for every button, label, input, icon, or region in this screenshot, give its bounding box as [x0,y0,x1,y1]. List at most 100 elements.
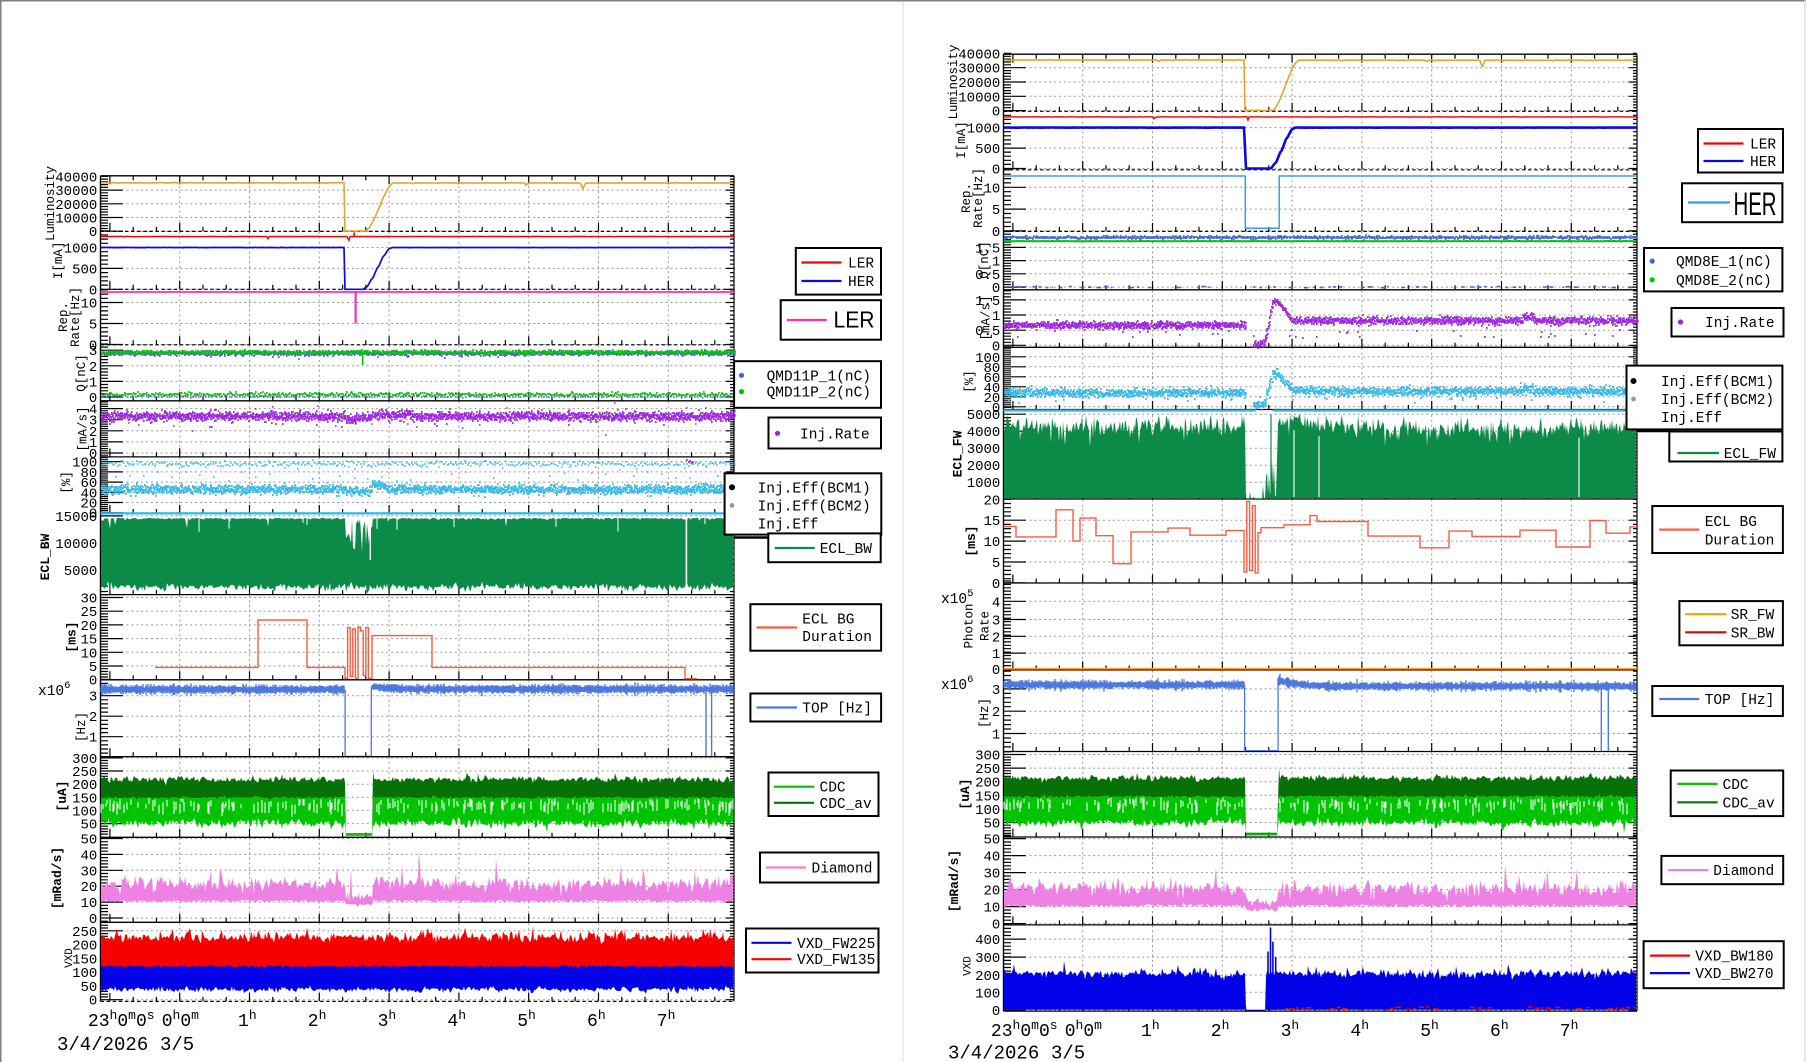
svg-text:1: 1 [89,375,97,391]
svg-text:1: 1 [89,436,97,452]
svg-text:200: 200 [72,778,97,794]
svg-text:HER: HER [848,275,874,291]
svg-text:3: 3 [992,683,1000,699]
svg-text:50: 50 [80,833,97,849]
svg-text:SR_FW: SR_FW [1731,608,1775,624]
svg-text:I[mA]: I[mA] [52,242,66,280]
svg-text:[%]: [%] [963,370,977,393]
svg-text:40: 40 [983,381,1000,397]
svg-text:1.5: 1.5 [975,294,1000,310]
svg-text:1000: 1000 [967,476,1001,492]
svg-text:25: 25 [80,605,97,621]
svg-text:[mA/s]: [mA/s] [77,406,91,451]
svg-text:0: 0 [89,447,97,463]
svg-text:20: 20 [983,493,1000,509]
svg-text:0: 0 [89,391,97,407]
svg-text:QMD8E_2(nC): QMD8E_2(nC) [1676,274,1772,290]
svg-text:500: 500 [72,262,97,278]
svg-text:3000: 3000 [967,442,1001,458]
svg-text:100: 100 [72,804,97,820]
svg-text:1: 1 [992,255,1000,271]
svg-text:Diamond: Diamond [812,862,873,878]
svg-text:3: 3 [992,614,1000,630]
svg-text:CDC_av: CDC_av [820,797,873,813]
svg-text:Inj.Eff(BCM2): Inj.Eff(BCM2) [758,499,871,515]
svg-text:60: 60 [983,371,1000,387]
svg-text:15: 15 [983,514,1000,530]
svg-text:40: 40 [80,848,97,864]
svg-text:40: 40 [80,486,97,502]
svg-text:1000: 1000 [64,242,98,258]
svg-text:0: 0 [89,674,97,690]
svg-text:ECL_BW: ECL_BW [38,533,53,580]
svg-text:QMD11P_2(nC): QMD11P_2(nC) [767,386,871,402]
svg-text:1: 1 [992,647,1000,663]
svg-text:0.5: 0.5 [975,268,1000,284]
svg-text:Rate[Hz]: Rate[Hz] [972,168,986,228]
svg-text:Q[nC]: Q[nC] [75,354,89,392]
svg-text:200: 200 [72,939,97,955]
svg-text:0: 0 [89,912,97,928]
svg-text:x106: x106 [941,674,973,694]
svg-text:CDC: CDC [1723,778,1749,794]
svg-text:2: 2 [89,360,97,376]
svg-text:30000: 30000 [55,184,97,200]
svg-text:10000: 10000 [55,212,97,228]
svg-text:3/5: 3/5 [160,1034,194,1056]
svg-text:3: 3 [89,344,97,360]
svg-text:40000: 40000 [55,170,97,186]
svg-text:0: 0 [992,339,1000,355]
svg-text:Duration: Duration [802,630,872,646]
svg-text:0: 0 [992,225,1000,241]
svg-text:4: 4 [89,403,97,419]
svg-text:Rep.: Rep. [960,183,974,213]
svg-text:20: 20 [80,880,97,896]
svg-text:100: 100 [975,803,1000,819]
svg-text:0: 0 [89,994,97,1010]
svg-text:[Hz]: [Hz] [978,698,992,728]
svg-text:2: 2 [992,630,1000,646]
svg-text:10000: 10000 [55,537,97,553]
svg-text:10: 10 [80,297,97,313]
svg-text:Inj.Eff: Inj.Eff [758,518,819,534]
svg-text:5: 5 [89,660,97,676]
svg-text:30: 30 [983,867,1000,883]
svg-text:3/4/2026: 3/4/2026 [948,1043,1039,1062]
svg-text:Diamond: Diamond [1713,864,1774,880]
svg-text:QMD8E_1(nC): QMD8E_1(nC) [1676,255,1772,271]
svg-text:150: 150 [72,791,97,807]
svg-text:I[mA]: I[mA] [955,121,969,159]
svg-text:1000: 1000 [967,122,1001,138]
svg-text:0.5: 0.5 [975,324,1000,340]
svg-text:200: 200 [975,969,1000,985]
svg-text:3/5: 3/5 [1051,1043,1085,1062]
svg-text:60: 60 [80,476,97,492]
svg-text:Rep.: Rep. [57,302,71,332]
svg-text:QMD11P_1(nC): QMD11P_1(nC) [767,369,871,385]
svg-text:VXD_BW180: VXD_BW180 [1695,950,1773,966]
svg-text:0: 0 [992,577,1000,593]
svg-text:2: 2 [89,710,97,726]
svg-text:30: 30 [80,592,97,608]
svg-text:300: 300 [975,749,1000,765]
svg-text:250: 250 [72,765,97,781]
svg-text:150: 150 [975,789,1000,805]
svg-text:CDC: CDC [820,781,846,797]
svg-text:100: 100 [975,986,1000,1002]
svg-text:[ms]: [ms] [964,525,979,556]
svg-text:Rate[Hz]: Rate[Hz] [69,287,83,347]
svg-text:20000: 20000 [958,76,1000,92]
svg-text:[ms]: [ms] [65,621,80,652]
svg-text:CDC_av: CDC_av [1723,796,1776,812]
svg-text:20: 20 [983,391,1000,407]
svg-text:5: 5 [89,318,97,334]
svg-text:4000: 4000 [967,425,1001,441]
svg-text:300: 300 [72,752,97,768]
svg-text:VXD_FW225: VXD_FW225 [797,937,875,953]
svg-text:VXD: VXD [64,948,76,968]
svg-text:0h0m: 0h0m [1065,1018,1102,1042]
svg-text:Inj.Eff: Inj.Eff [1661,411,1722,427]
svg-text:[mA/s]: [mA/s] [980,295,994,340]
svg-text:Inj.Eff(BCM2): Inj.Eff(BCM2) [1661,393,1774,409]
svg-text:[%]: [%] [60,471,74,494]
